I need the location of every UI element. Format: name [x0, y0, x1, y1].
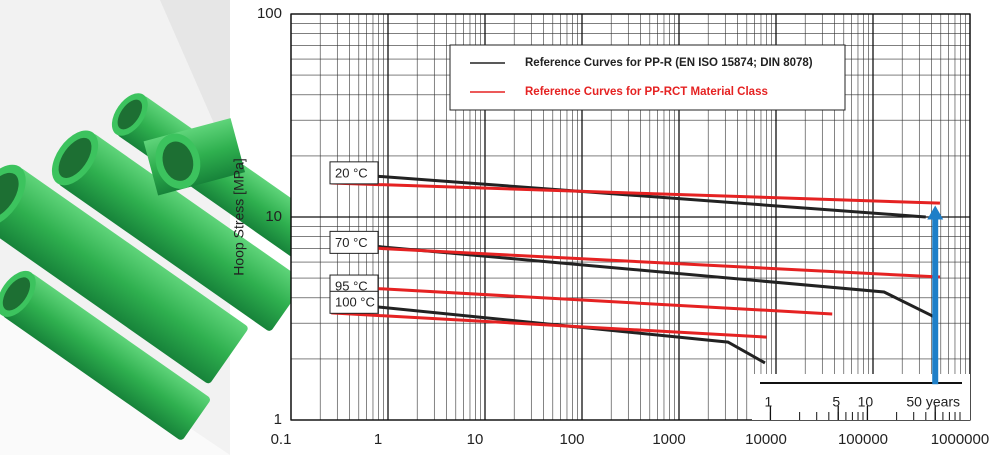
legend-box — [449, 44, 846, 111]
x-tick-label: 1 — [374, 431, 382, 448]
curve-line — [331, 284, 833, 316]
x-tick-label: 1000000 — [931, 431, 989, 448]
x-tick-label: 100 — [559, 431, 584, 448]
curve-label: 95 °C — [335, 278, 368, 293]
curve-line — [331, 300, 766, 365]
x-tick-label: 10 — [467, 431, 484, 448]
years-tick-label: 50 years — [906, 394, 960, 410]
y-tick-label: 1 — [274, 411, 282, 428]
plot-frame — [290, 13, 971, 421]
curve-line — [331, 181, 940, 205]
y-axis-label: Hoop Stress [MPa] — [231, 158, 247, 276]
x-tick-label: 0.1 — [271, 431, 292, 448]
curve-label-box — [329, 161, 379, 185]
curve-label: 20 °C — [335, 165, 368, 180]
years-tick-label: 1 — [765, 394, 773, 410]
y-tick-label: 100 — [257, 5, 282, 22]
curve-line — [331, 311, 767, 339]
x-tick-label: 1000 — [652, 431, 685, 448]
years-tick-label: 5 — [832, 394, 840, 410]
curve-label: 100 °C — [335, 295, 375, 310]
curve-line — [331, 240, 937, 319]
curve-label-box — [329, 290, 379, 314]
years-tick-label: 10 — [858, 394, 874, 410]
legend-label: Reference Curves for PP-RCT Material Cla… — [525, 86, 768, 98]
x-tick-label: 100000 — [838, 431, 888, 448]
curve-line — [331, 171, 926, 219]
legend-label: Reference Curves for PP-R (EN ISO 15874;… — [525, 57, 813, 69]
curve-label-box — [329, 230, 379, 254]
arrow-head — [927, 205, 944, 220]
curve-line — [331, 244, 941, 279]
curve-label: 70 °C — [335, 235, 368, 250]
x-tick-label: 10000 — [745, 431, 787, 448]
y-tick-label: 10 — [265, 208, 282, 225]
pipes-photo — [0, 0, 339, 455]
